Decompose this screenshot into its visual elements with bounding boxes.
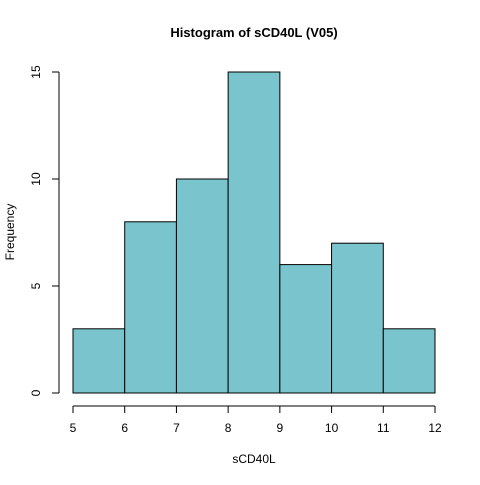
bars-group [72, 71, 436, 394]
y-axis-label: Frequency [3, 204, 17, 261]
y-axis: 0 5 10 15 [29, 65, 60, 396]
x-tick-label-7: 11 [377, 421, 390, 435]
histogram-bar-2 [124, 221, 177, 394]
histogram-bar-7 [382, 328, 436, 394]
x-tick-label-1: 5 [70, 421, 77, 435]
x-axis-label: sCD40L [232, 452, 276, 466]
x-tick-label-6: 10 [325, 421, 339, 435]
histogram-bar-4 [227, 71, 281, 394]
histogram-bar-3 [175, 178, 229, 394]
x-axis: 5 6 7 8 9 10 11 12 [70, 405, 442, 435]
x-tick-label-2: 6 [121, 421, 128, 435]
histogram-bar-1 [72, 328, 126, 394]
histogram-bar-6 [331, 242, 384, 394]
chart-title: Histogram of sCD40L (V05) [170, 25, 337, 40]
y-tick-label-3: 10 [29, 172, 43, 186]
histogram-bar-5 [279, 264, 333, 394]
x-tick-label-3: 7 [173, 421, 180, 435]
x-tick-label-8: 12 [428, 421, 442, 435]
y-tick-label-4: 15 [29, 65, 43, 79]
x-tick-label-4: 8 [225, 421, 232, 435]
y-tick-label-2: 5 [29, 282, 43, 289]
y-tick-label-1: 0 [29, 389, 43, 396]
x-tick-label-5: 9 [277, 421, 284, 435]
